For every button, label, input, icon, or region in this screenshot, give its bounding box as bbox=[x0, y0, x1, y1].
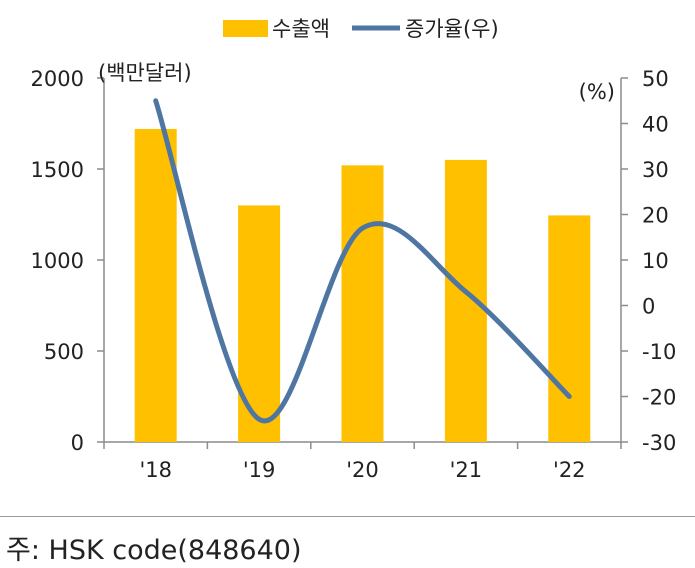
growth-rate-line bbox=[153, 98, 572, 424]
right-axis-unit: (%) bbox=[579, 80, 615, 104]
right-axis: -30 -20 -10 0 10 20 30 40 50 (%) bbox=[579, 67, 677, 455]
right-axis-tick-label: -10 bbox=[642, 340, 676, 364]
footnote-divider bbox=[0, 516, 695, 517]
right-axis-tick-label: 20 bbox=[642, 204, 669, 228]
right-axis-tick-label: 40 bbox=[642, 113, 669, 137]
left-axis-tick-label: 500 bbox=[44, 340, 84, 364]
right-axis-tick-label: 50 bbox=[642, 67, 669, 91]
x-axis-tick-label: '18 bbox=[139, 458, 172, 482]
left-axis-tick-label: 1500 bbox=[31, 158, 84, 182]
x-axis-tick-label: '19 bbox=[243, 458, 276, 482]
right-axis-tick-label: 10 bbox=[642, 249, 669, 273]
right-axis-tick-label: 0 bbox=[642, 295, 655, 319]
bar bbox=[238, 205, 281, 442]
legend: 수출액 증가율(우) bbox=[223, 17, 499, 41]
footnote: 주: HSK code(848640) bbox=[6, 535, 302, 566]
left-axis: 0 500 1000 1500 2000 (백만달러) bbox=[31, 61, 192, 455]
legend-swatch-bar bbox=[223, 20, 268, 37]
left-axis-tick-label: 0 bbox=[71, 431, 84, 455]
bar bbox=[134, 128, 177, 442]
x-axis-tick-label: '22 bbox=[553, 458, 586, 482]
right-axis-tick-label: 30 bbox=[642, 158, 669, 182]
legend-label-bar: 수출액 bbox=[272, 17, 330, 41]
legend-label-line: 증가율(우) bbox=[405, 17, 499, 41]
line-series bbox=[153, 98, 572, 424]
right-axis-tick-label: -20 bbox=[642, 386, 676, 410]
x-axis-tick-label: '20 bbox=[346, 458, 379, 482]
left-axis-tick-label: 2000 bbox=[31, 67, 84, 91]
left-axis-unit: (백만달러) bbox=[98, 61, 192, 85]
right-axis-tick-label: -30 bbox=[642, 431, 676, 455]
bar bbox=[444, 159, 487, 442]
left-axis-tick-label: 1000 bbox=[31, 249, 84, 273]
x-axis: '18 '19 '20 '21 '22 bbox=[103, 441, 622, 482]
x-axis-tick-label: '21 bbox=[450, 458, 483, 482]
bar bbox=[548, 215, 591, 442]
bar bbox=[341, 165, 384, 443]
